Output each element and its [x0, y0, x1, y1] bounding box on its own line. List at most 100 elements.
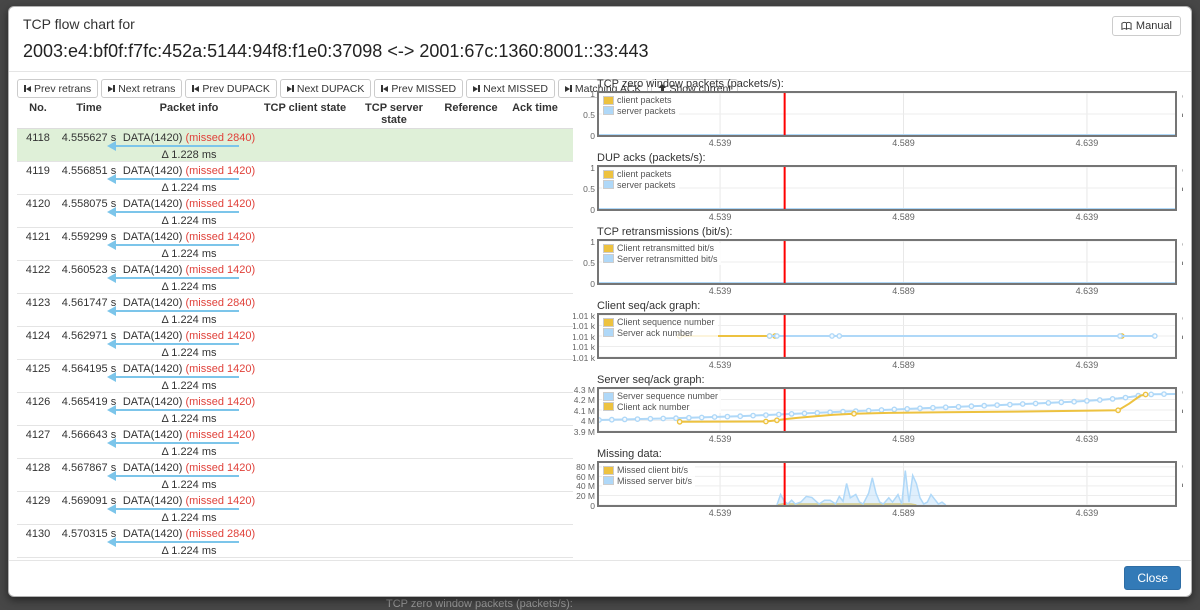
- manual-button[interactable]: Manual: [1111, 16, 1181, 36]
- chart-title: Server seq/ack graph:: [597, 374, 705, 386]
- packet-data-label: DATA(1420): [122, 297, 183, 309]
- reference: [437, 459, 505, 491]
- table-row[interactable]: 4121 4.559299 s DATA(1420) (missed 1420) Δ …: [17, 228, 573, 261]
- reference: [437, 129, 505, 161]
- table-row[interactable]: 4119 4.556851 s DATA(1420) (missed 1420) Δ …: [17, 162, 573, 195]
- reference: [437, 228, 505, 260]
- missed-label: (missed 1420): [185, 330, 256, 342]
- packet-number: 4128: [25, 462, 51, 474]
- x-tick-label: 4.539: [708, 434, 732, 444]
- y-tick-label: 0.5: [583, 109, 595, 120]
- modal-title: TCP flow chart for: [23, 16, 135, 32]
- zoom-icon[interactable]: [1182, 462, 1183, 473]
- zoom-icon[interactable]: [1182, 166, 1183, 177]
- flow-toolbar: Prev retrans Next retrans Prev DUPACK Next …: [17, 79, 739, 98]
- packet-info: DATA(1420) (missed 1420) Δ 1.224 ms: [107, 492, 259, 524]
- zoom-icon[interactable]: [1182, 314, 1183, 325]
- table-row[interactable]: 4123 4.561747 s DATA(1420) (missed 2840) Δ …: [17, 294, 573, 327]
- charts-pane: TCP zero window packets (packets/s): 0 0.5…: [573, 78, 1183, 560]
- packet-number: 4126: [25, 396, 51, 408]
- chart-plot[interactable]: Client sequence number Server ack number: [597, 313, 1177, 359]
- legend-label: Server ack number: [617, 327, 694, 338]
- table-row[interactable]: 4127 4.566643 s DATA(1420) (missed 1420) Δ …: [17, 426, 573, 459]
- resize-full-icon[interactable]: [1182, 478, 1183, 488]
- table-row[interactable]: 4124 4.562971 s DATA(1420) (missed 1420) Δ …: [17, 327, 573, 360]
- packet-data-label: DATA(1420): [122, 198, 183, 210]
- y-axis-labels: 0 20 M 40 M 60 M 80 M: [576, 461, 597, 510]
- y-tick-label: 80 M: [576, 462, 595, 473]
- ack-time: [505, 228, 565, 260]
- table-row[interactable]: 4122 4.560523 s DATA(1420) (missed 1420) Δ …: [17, 261, 573, 294]
- chart-plot[interactable]: Missed client bit/s Missed server bit/s: [597, 461, 1177, 507]
- legend-label: Client ack number: [617, 401, 690, 412]
- column-header-ack-time: Ack time: [512, 102, 558, 114]
- tcp-server-state: [351, 393, 437, 425]
- server-to-client-arrow-icon: [107, 273, 239, 283]
- reference: [437, 492, 505, 524]
- server-to-client-arrow-icon: [107, 537, 239, 547]
- chart-block-missing-data: Missing data: 0 20 M 40 M 60 M 80 M Missed cli…: [576, 448, 1183, 519]
- packet-number: 4119: [26, 165, 50, 177]
- legend-label: server packets: [617, 179, 676, 190]
- zoom-icon[interactable]: [1182, 240, 1183, 251]
- resize-full-icon[interactable]: [1182, 404, 1183, 414]
- resize-full-icon[interactable]: [1182, 330, 1183, 340]
- book-icon: [1121, 21, 1132, 31]
- server-to-client-arrow-icon: [107, 306, 239, 316]
- packet-info: DATA(1420) (missed 1420) Δ 1.224 ms: [107, 195, 259, 227]
- legend-swatch-icon: [603, 328, 614, 338]
- tcp-client-state: [259, 327, 351, 359]
- tcp-client-state: [259, 294, 351, 326]
- tcp-server-state: [351, 525, 437, 557]
- resize-full-icon[interactable]: [1182, 108, 1183, 118]
- zoom-icon[interactable]: [1182, 92, 1183, 103]
- packet-number: 4123: [25, 297, 51, 309]
- toolbar-button-prev-retrans[interactable]: Prev retrans: [17, 79, 99, 98]
- table-row[interactable]: 4130 4.570315 s DATA(1420) (missed 2840) Δ …: [17, 525, 573, 558]
- packet-info-line: DATA(1420) (missed 1420): [119, 363, 259, 375]
- missed-label: (missed 2840): [185, 132, 256, 144]
- chart-plot[interactable]: Client retransmitted bit/s Server retrans…: [597, 239, 1177, 285]
- table-row[interactable]: 4120 4.558075 s DATA(1420) (missed 1420) Δ …: [17, 195, 573, 228]
- table-row[interactable]: 4128 4.567867 s DATA(1420) (missed 1420) Δ …: [17, 459, 573, 492]
- flow-endpoints-title: 2003:e4:bf0f:f7fc:452a:5144:94f8:f1e0:37…: [23, 41, 649, 61]
- tcp-server-state: [351, 294, 437, 326]
- column-header-packet-info: Packet info: [159, 102, 219, 114]
- ack-time: [505, 426, 565, 458]
- chart-plot[interactable]: client packets server packets: [597, 91, 1177, 137]
- toolbar-button-label: Prev MISSED: [391, 82, 457, 95]
- zoom-icon[interactable]: [1182, 388, 1183, 399]
- ack-time: [505, 327, 565, 359]
- step-backward-icon: [192, 85, 200, 92]
- table-row[interactable]: 4125 4.564195 s DATA(1420) (missed 1420) Δ …: [17, 360, 573, 393]
- toolbar-button-prev-missed[interactable]: Prev MISSED: [374, 79, 464, 98]
- toolbar-button-next-missed[interactable]: Next MISSED: [466, 79, 555, 98]
- toolbar-button-next-retrans[interactable]: Next retrans: [101, 79, 183, 98]
- y-tick-label: 3.9 M: [573, 426, 595, 437]
- chart-plot[interactable]: Server sequence number Client ack number: [597, 387, 1177, 433]
- toolbar-button-next-dupack[interactable]: Next DUPACK: [279, 79, 372, 98]
- x-tick-label: 4.639: [1075, 434, 1099, 444]
- server-to-client-arrow-icon: [107, 504, 239, 514]
- chart-plot[interactable]: client packets server packets: [597, 165, 1177, 211]
- x-axis-labels: 4.539 4.589 4.639: [597, 137, 1177, 149]
- close-button[interactable]: Close: [1124, 566, 1181, 590]
- legend-entry: Client retransmitted bit/s: [603, 243, 718, 254]
- toolbar-button-prev-dupack[interactable]: Prev DUPACK: [185, 79, 277, 98]
- table-row[interactable]: 4129 4.569091 s DATA(1420) (missed 1420) Δ …: [17, 492, 573, 525]
- y-tick-label: 4.2 M: [573, 395, 595, 405]
- packet-info: DATA(1420) (missed 1420) Δ 1.224 ms: [107, 162, 259, 194]
- chart-title: Missing data:: [597, 448, 662, 460]
- tcp-client-state: [259, 360, 351, 392]
- table-row[interactable]: 4118 4.555627 s DATA(1420) (missed 2840) Δ …: [17, 129, 573, 162]
- delta-time-label: Δ 1.224 ms: [161, 545, 217, 557]
- table-row[interactable]: 4126 4.565419 s DATA(1420) (missed 1420) Δ …: [17, 393, 573, 426]
- tcp-client-state: [259, 228, 351, 260]
- packet-info: DATA(1420) (missed 1420) Δ 1.224 ms: [107, 327, 259, 359]
- ack-time: [505, 294, 565, 326]
- toolbar-button-label: Next retrans: [118, 82, 176, 95]
- resize-full-icon[interactable]: [1182, 182, 1183, 192]
- x-tick-label: 4.589: [892, 212, 915, 222]
- resize-full-icon[interactable]: [1182, 256, 1183, 266]
